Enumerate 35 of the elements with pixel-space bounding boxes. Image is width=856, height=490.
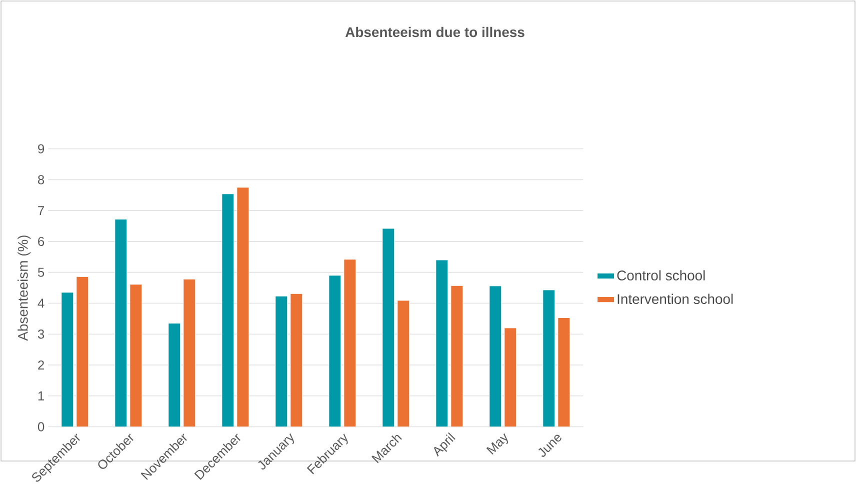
y-tick-label: 1 bbox=[38, 392, 44, 400]
bar bbox=[168, 323, 181, 427]
y-tick-label: 7 bbox=[38, 206, 44, 216]
bar bbox=[436, 260, 448, 427]
bar bbox=[275, 296, 288, 427]
y-tick-label: 4 bbox=[38, 298, 44, 308]
bar bbox=[222, 194, 234, 427]
bar bbox=[450, 285, 464, 427]
y-tick-label: 3 bbox=[38, 330, 44, 339]
bar bbox=[328, 275, 342, 427]
y-tick-label: 8 bbox=[38, 175, 44, 184]
chart-title: Absenteeism due to illness bbox=[345, 26, 524, 38]
bar bbox=[397, 300, 410, 427]
bar bbox=[344, 259, 356, 427]
bar bbox=[542, 290, 556, 427]
bar bbox=[489, 286, 502, 427]
y-axis-title: Absenteeism (%) bbox=[18, 236, 31, 341]
legend-label: Intervention school bbox=[618, 294, 733, 304]
y-tick-label: 5 bbox=[38, 268, 44, 277]
bar bbox=[382, 228, 395, 427]
y-tick-label: 2 bbox=[38, 360, 44, 370]
bar bbox=[290, 294, 303, 427]
y-tick-label: 6 bbox=[38, 236, 44, 246]
bar bbox=[114, 219, 128, 427]
legend-label: Control school bbox=[617, 270, 705, 281]
x-tick-label: May bbox=[486, 433, 508, 455]
y-tick-label: 0 bbox=[38, 422, 44, 432]
bar bbox=[61, 292, 74, 427]
bar bbox=[236, 187, 250, 427]
y-tick-label: 9 bbox=[38, 144, 44, 154]
bar bbox=[76, 276, 89, 427]
bar bbox=[130, 284, 142, 427]
bar bbox=[183, 278, 196, 427]
bar bbox=[558, 318, 570, 427]
bar bbox=[504, 328, 517, 427]
